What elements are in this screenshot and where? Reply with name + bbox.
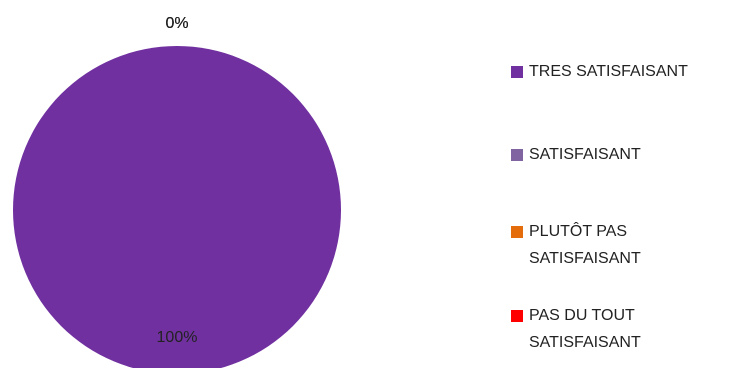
pie-slice bbox=[13, 46, 341, 368]
legend-swatch bbox=[511, 310, 523, 322]
legend-label: PLUTÔT PAS SATISFAISANT bbox=[529, 223, 641, 267]
data-label: 100% bbox=[157, 329, 198, 346]
legend-item: SATISFAISANT bbox=[508, 141, 694, 168]
legend-item: PAS DU TOUT SATISFAISANT bbox=[508, 302, 694, 356]
legend-swatch bbox=[511, 149, 523, 161]
legend-swatch bbox=[511, 66, 523, 78]
data-label: 0% bbox=[165, 15, 188, 32]
legend-label: PAS DU TOUT SATISFAISANT bbox=[529, 307, 641, 351]
legend-label: TRES SATISFAISANT bbox=[529, 63, 688, 80]
data-label: 0% bbox=[165, 15, 188, 32]
legend-item: PLUTÔT PAS SATISFAISANT bbox=[508, 218, 694, 272]
legend-label: SATISFAISANT bbox=[529, 146, 641, 163]
data-label: 0% bbox=[165, 15, 188, 32]
legend-item: TRES SATISFAISANT bbox=[508, 58, 694, 85]
legend-swatch bbox=[511, 226, 523, 238]
